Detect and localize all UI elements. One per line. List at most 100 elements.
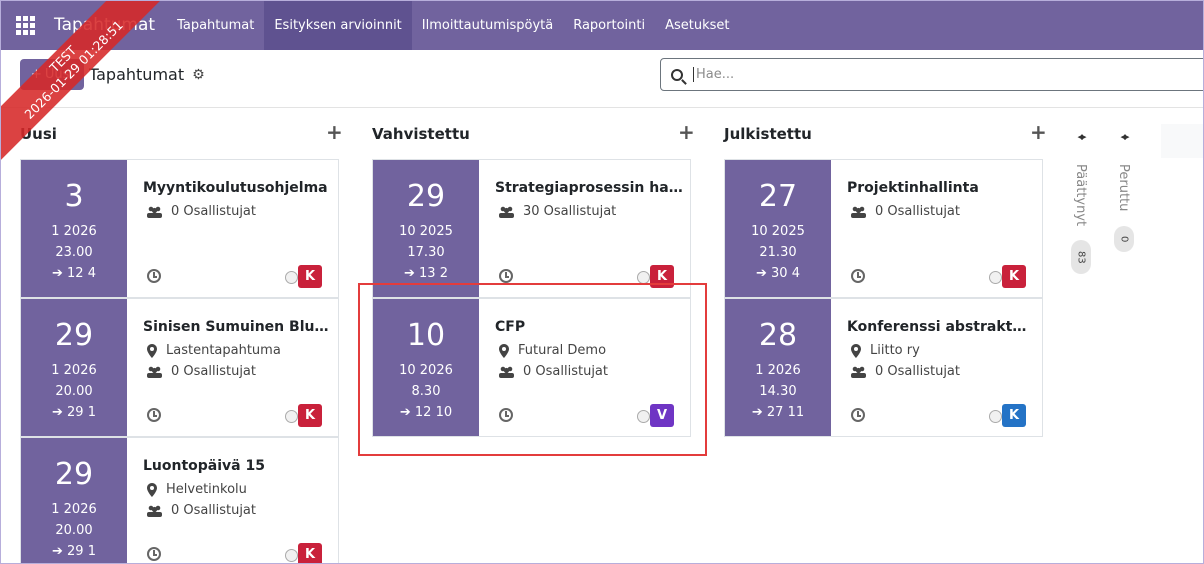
avatar[interactable]: K [1002, 404, 1026, 427]
clock-icon[interactable] [147, 269, 161, 283]
date-block: 29 1 2026 20.00 ➔ 29 1 [21, 299, 127, 436]
event-day: 27 [758, 179, 798, 214]
event-month: 1 2026 [755, 363, 801, 378]
clock-icon[interactable] [499, 408, 513, 422]
status-indicator[interactable] [285, 410, 298, 423]
attendees-count: 0 Osallistujat [171, 204, 256, 219]
highlight-box [358, 283, 707, 456]
people-icon [499, 206, 514, 218]
event-end: ➔ 27 11 [751, 405, 805, 420]
attendees-count: 30 Osallistujat [523, 204, 617, 219]
avatar[interactable]: K [298, 543, 322, 564]
attendees-count: 0 Osallistujat [523, 364, 608, 379]
status-indicator[interactable] [285, 549, 298, 562]
event-end: ➔ 29 1 [52, 405, 96, 420]
event-title: Sinisen Sumuinen Blues [143, 319, 331, 335]
attendees-line: 0 Osallistujat [147, 364, 256, 379]
event-day: 28 [758, 318, 798, 353]
people-icon [147, 505, 162, 517]
status-indicator[interactable] [989, 271, 1002, 284]
column-add-icon[interactable]: + [326, 120, 343, 144]
people-icon [499, 366, 514, 378]
column-header-uusi: Uusi [20, 125, 57, 143]
event-time: 17.30 [407, 245, 445, 260]
event-time: 21.30 [759, 245, 797, 260]
menu-ilmoittautumispoyta[interactable]: Ilmoittautumispöytä [421, 17, 554, 33]
event-end: ➔ 30 4 [756, 266, 800, 281]
map-pin-icon [147, 482, 157, 497]
avatar[interactable]: K [1002, 265, 1026, 288]
status-indicator[interactable] [285, 271, 298, 284]
folded-column-title: Peruttu [1116, 164, 1131, 212]
event-day: 29 [406, 179, 446, 214]
folded-column-paattynyt[interactable]: ◂▸ Päättynyt 83 [1066, 130, 1096, 290]
column-add-icon[interactable]: + [678, 120, 695, 144]
control-panel: + Uusi Tapahtumat ⚙ Hae... [0, 50, 1204, 108]
map-pin-icon [147, 343, 157, 358]
app-brand[interactable]: Tapahtumat [54, 15, 156, 35]
date-block: 27 10 2025 21.30 ➔ 30 4 [725, 160, 831, 297]
event-card[interactable]: 29 1 2026 20.00 ➔ 29 1 Sinisen Sumuinen … [20, 298, 339, 437]
clock-icon[interactable] [851, 408, 865, 422]
map-pin-icon [851, 343, 861, 358]
avatar[interactable]: K [298, 265, 322, 288]
event-time: 14.30 [759, 384, 797, 399]
date-block: 3 1 2026 23.00 ➔ 12 4 [21, 160, 127, 297]
location-line: Liitto ry [851, 343, 920, 358]
avatar[interactable]: V [650, 404, 674, 427]
event-location: Liitto ry [870, 343, 920, 358]
expand-arrows-icon[interactable]: ◂▸ [1120, 130, 1129, 143]
people-icon [851, 206, 866, 218]
event-time: 23.00 [55, 245, 93, 260]
page-title: Tapahtumat [89, 65, 185, 84]
gear-icon[interactable]: ⚙ [192, 66, 205, 83]
location-line: Futural Demo [499, 343, 606, 358]
event-card[interactable]: 28 1 2026 14.30 ➔ 27 11 Konferenssi abst… [724, 298, 1043, 437]
map-pin-icon [499, 343, 509, 358]
event-time: 20.00 [55, 523, 93, 538]
menu-raportointi[interactable]: Raportointi [573, 17, 646, 33]
attendees-line: 30 Osallistujat [499, 204, 616, 219]
add-column-area[interactable] [1161, 124, 1204, 158]
expand-arrows-icon[interactable]: ◂▸ [1077, 130, 1086, 143]
event-time: 20.00 [55, 384, 93, 399]
date-block: 10 10 2026 8.30 ➔ 12 10 [373, 299, 479, 436]
apps-menu-icon[interactable] [0, 0, 50, 50]
event-end: ➔ 13 2 [404, 266, 448, 281]
attendees-line: 0 Osallistujat [499, 364, 608, 379]
people-icon [147, 206, 162, 218]
event-card[interactable]: 27 10 2025 21.30 ➔ 30 4 Projektinhallint… [724, 159, 1043, 298]
new-button[interactable]: + Uusi [20, 59, 84, 90]
event-month: 1 2026 [51, 224, 97, 239]
menu-tapahtumat[interactable]: Tapahtumat [177, 17, 255, 33]
search-icon[interactable] [671, 68, 683, 81]
clock-icon[interactable] [147, 408, 161, 422]
event-card[interactable]: 10 10 2026 8.30 ➔ 12 10 CFP Futural Demo… [372, 298, 691, 437]
event-card[interactable]: 3 1 2026 23.00 ➔ 12 4 Myyntikoulutusohje… [20, 159, 339, 298]
attendees-count: 0 Osallistujat [875, 364, 960, 379]
event-card[interactable]: 29 10 2025 17.30 ➔ 13 2 Strategiaprosess… [372, 159, 691, 298]
search-input[interactable]: Hae... [693, 67, 734, 82]
new-button-label: Uusi [44, 67, 74, 82]
event-card[interactable]: 29 1 2026 20.00 ➔ 29 1 Luontopäivä 15 He… [20, 437, 339, 564]
status-indicator[interactable] [989, 410, 1002, 423]
event-month: 10 2025 [399, 224, 453, 239]
avatar[interactable]: K [650, 265, 674, 288]
folded-column-peruttu[interactable]: ◂▸ Peruttu 0 [1109, 130, 1139, 290]
column-add-icon[interactable]: + [1030, 120, 1047, 144]
status-indicator[interactable] [637, 410, 650, 423]
location-line: Lastentapahtuma [147, 343, 281, 358]
column-header-julkistettu: Julkistettu [724, 125, 812, 143]
avatar[interactable]: K [298, 404, 322, 427]
event-title: Konferenssi abstrakteilla [847, 319, 1035, 335]
menu-esityksen-arvioinnit[interactable]: Esityksen arvioinnit [264, 0, 412, 50]
clock-icon[interactable] [851, 269, 865, 283]
event-title: Luontopäivä 15 [143, 458, 265, 474]
menu-asetukset[interactable]: Asetukset [665, 17, 730, 33]
clock-icon[interactable] [499, 269, 513, 283]
event-time: 8.30 [411, 384, 441, 399]
search-bar[interactable]: Hae... [660, 58, 1204, 91]
clock-icon[interactable] [147, 547, 161, 561]
event-location: Futural Demo [518, 343, 607, 358]
location-line: Helvetinkolu [147, 482, 247, 497]
